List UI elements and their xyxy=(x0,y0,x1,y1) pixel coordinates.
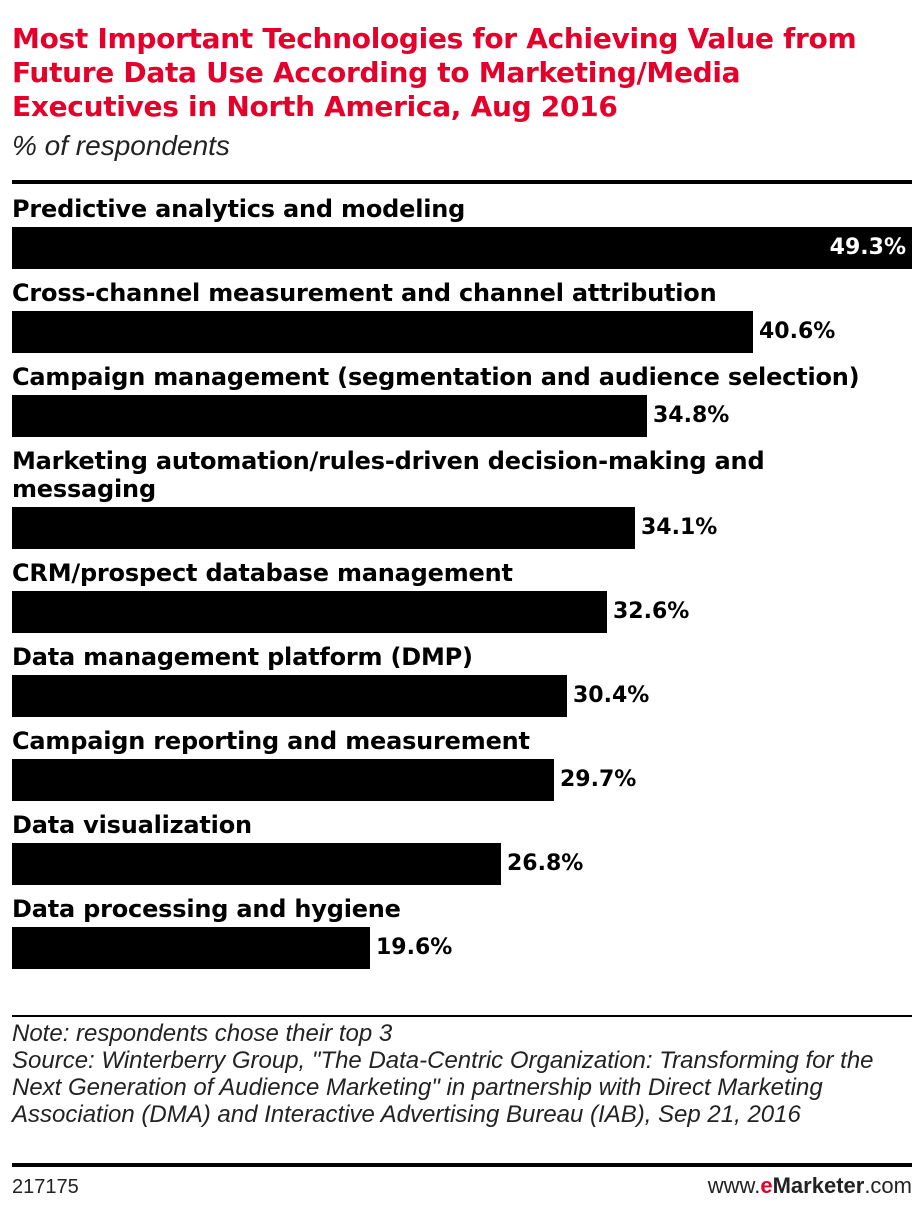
bottom-divider xyxy=(12,1015,912,1017)
bar xyxy=(12,311,753,353)
bar xyxy=(12,395,647,437)
value-label: 26.8% xyxy=(507,851,584,876)
brand-prefix: www. xyxy=(707,1173,761,1198)
footnote: Note: respondents chose their top 3 Sour… xyxy=(12,1020,907,1128)
brand-name: Marketer xyxy=(772,1173,865,1198)
category-label: Campaign management (segmentation and au… xyxy=(12,363,860,391)
category-label: Data management platform (DMP) xyxy=(12,643,473,671)
category-label: Marketing automation/rules-driven decisi… xyxy=(12,447,765,503)
brand-suffix: .com xyxy=(864,1173,912,1198)
brand-e: e xyxy=(760,1173,773,1198)
bar xyxy=(12,759,554,801)
value-label: 19.6% xyxy=(376,935,453,960)
bar xyxy=(12,507,635,549)
bar xyxy=(12,227,912,269)
top-divider xyxy=(12,180,912,184)
bar xyxy=(12,927,370,969)
category-label: Campaign reporting and measurement xyxy=(12,727,530,755)
category-label: Data processing and hygiene xyxy=(12,895,401,923)
value-label: 34.1% xyxy=(641,515,718,540)
value-label: 30.4% xyxy=(573,683,650,708)
bar xyxy=(12,843,501,885)
brand-logo: www.eMarketer.com xyxy=(708,1173,912,1199)
category-label: CRM/prospect database management xyxy=(12,559,513,587)
source-text: Source: Winterberry Group, "The Data-Cen… xyxy=(12,1047,874,1128)
note-text: Note: respondents chose their top 3 xyxy=(12,1020,393,1047)
value-label: 34.8% xyxy=(653,403,730,428)
chart-id: 217175 xyxy=(12,1176,79,1198)
category-label: Cross-channel measurement and channel at… xyxy=(12,279,717,307)
category-label: Data visualization xyxy=(12,811,252,839)
category-label: Predictive analytics and modeling xyxy=(12,195,466,223)
bar xyxy=(12,675,567,717)
value-label: 29.7% xyxy=(560,767,637,792)
chart-title: Most Important Technologies for Achievin… xyxy=(12,22,857,123)
value-label: 49.3% xyxy=(829,235,906,260)
value-label: 40.6% xyxy=(759,319,836,344)
bar xyxy=(12,591,607,633)
chart-subtitle: % of respondents xyxy=(12,130,230,161)
footer-divider xyxy=(12,1163,912,1167)
value-label: 32.6% xyxy=(613,599,690,624)
